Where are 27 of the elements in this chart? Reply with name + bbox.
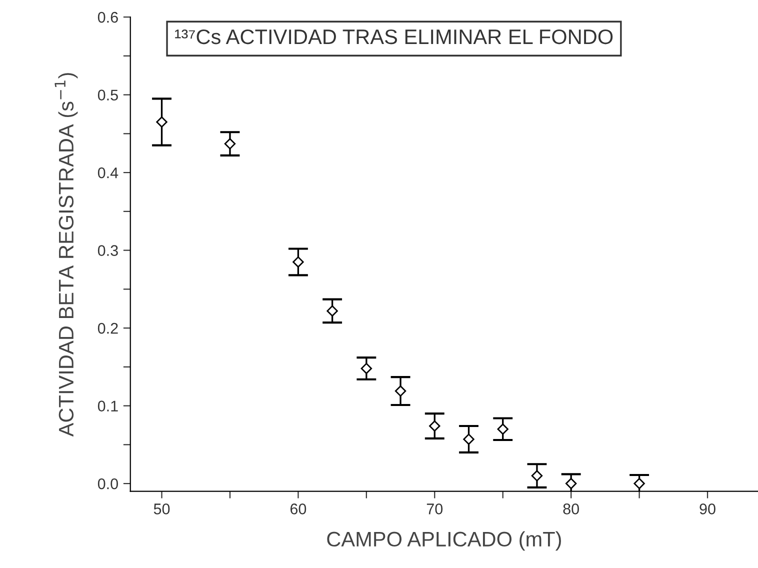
point <box>565 478 577 490</box>
point <box>360 362 372 374</box>
point <box>497 424 508 435</box>
y-tick-label: 0.1 <box>98 400 118 412</box>
x-tick-label: 60 <box>290 504 306 514</box>
y-tick-label: 0.0 <box>98 478 118 490</box>
point <box>531 470 543 482</box>
point <box>326 305 338 317</box>
point <box>156 116 168 128</box>
y-tick-label: 0.2 <box>98 322 118 334</box>
point <box>429 420 440 432</box>
y-tick-label: 0.6 <box>98 12 118 23</box>
chart-title: ¹³⁷Cs ACTIVIDAD TRAS ELIMINAR EL FONDO <box>175 29 613 44</box>
point <box>224 138 236 150</box>
x-tick-label: 70 <box>426 504 443 514</box>
x-tick-label: 80 <box>563 504 579 514</box>
y-axis-title: ACTIVIDAD BETA REGISTRADA (s$^{−1}$) <box>54 73 78 437</box>
y-tick-label: 0.3 <box>98 245 118 256</box>
x-tick-label: 90 <box>700 504 716 514</box>
point <box>463 434 474 445</box>
point <box>634 478 645 490</box>
x-tick-label: 50 <box>154 504 170 514</box>
x-axis-title: CAMPO APLICADO (mT) <box>327 531 561 551</box>
point <box>292 256 304 268</box>
y-tick-label: 0.4 <box>98 167 118 178</box>
point <box>394 385 406 397</box>
y-tick-label: 0.5 <box>98 90 118 100</box>
